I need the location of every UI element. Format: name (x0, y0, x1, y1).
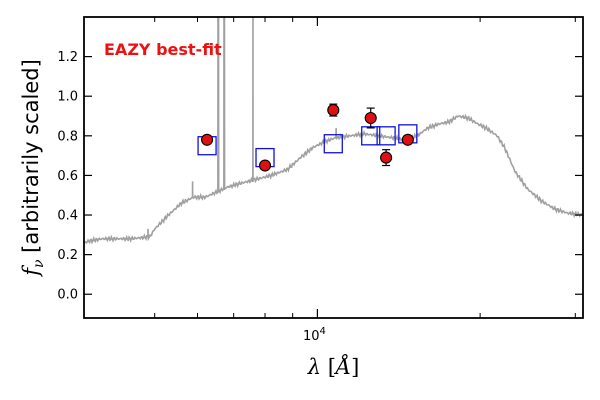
y-axis-title-subscript: ν (31, 259, 47, 268)
observed-flux-point-2 (327, 104, 340, 117)
y-tick-label-4: 0.8 (57, 129, 78, 144)
x-axis-title-symbol: λ (307, 355, 321, 379)
y-tick-label-3: 0.6 (57, 169, 78, 184)
y-axis-title-text: [arbitrarily scaled] (19, 59, 43, 259)
x-tick-label-exponent-0: 4 (319, 326, 325, 337)
model-flux-square-2 (323, 134, 343, 154)
y-tick-label-6: 1.2 (57, 50, 78, 65)
y-tick-label-5: 1.0 (57, 90, 78, 105)
observed-flux-point-1 (258, 159, 272, 172)
x-axis-title-unit: Å (333, 354, 351, 379)
observed-flux-point-4 (380, 151, 393, 164)
eazy-best-fit-label: EAZY best-fit (104, 40, 222, 59)
y-tick-label-2: 0.4 (57, 209, 78, 224)
plot-frame (83, 16, 584, 319)
y-tick-label-0: 0.0 (57, 288, 78, 303)
observed-flux-point-5 (401, 133, 414, 146)
x-axis-title-open: [ (321, 355, 336, 379)
model-flux-square-4 (376, 126, 396, 146)
x-axis-title: λ [Å] (307, 354, 360, 379)
plot-area (84, 17, 583, 245)
x-tick-label-0: 104 (303, 326, 326, 344)
y-axis-title: fν [arbitrarily scaled] (19, 59, 47, 278)
x-axis-title-close: ] (351, 355, 359, 379)
observed-flux-point-3 (364, 111, 377, 125)
sed-model-curve (84, 17, 583, 245)
axis-ticks: 0.0 0.2 0.4 0.6 0.8 1.0 1.2 104 (57, 17, 583, 344)
y-axis-title-symbol: f (19, 265, 43, 278)
y-tick-label-1: 0.2 (57, 248, 78, 263)
observed-flux-point-0 (201, 133, 214, 146)
